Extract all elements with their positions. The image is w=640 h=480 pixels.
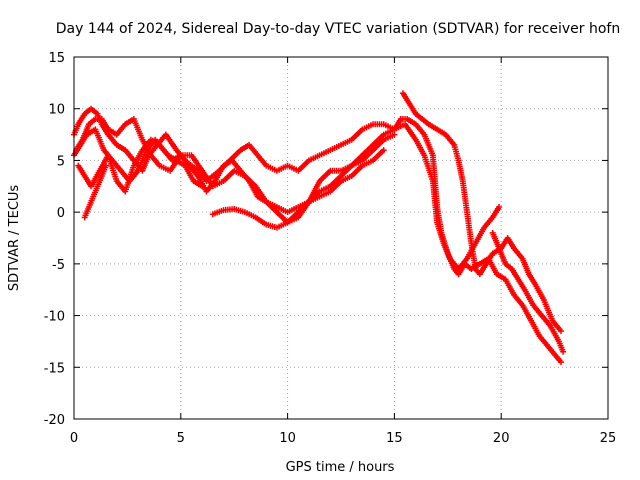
x-axis-tick-labels: 0 5 10 15 20 25 <box>70 431 616 446</box>
chart-title: Day 144 of 2024, Sidereal Day-to-day VTE… <box>56 21 620 37</box>
series-track-4 <box>75 136 206 195</box>
x-axis-label: GPS time / hours <box>286 460 395 475</box>
series-track-5 <box>209 147 387 231</box>
plot-frame <box>73 56 609 420</box>
x-tick-label: 0 <box>70 431 78 446</box>
data-point <box>380 147 387 154</box>
y-axis-label: SDTVAR / TECUs <box>7 185 22 292</box>
data-point <box>496 203 503 210</box>
data-point <box>199 183 206 190</box>
x-tick-label: 5 <box>177 431 185 446</box>
y-axis-tick-labels: -20 -15 -10 -5 0 5 10 15 <box>44 51 65 428</box>
data-point <box>560 348 567 355</box>
series-track-6 <box>81 162 110 221</box>
data-point <box>391 131 398 138</box>
y-tick-label: 0 <box>57 206 65 221</box>
data-point <box>558 359 565 366</box>
x-tick-label: 10 <box>279 431 296 446</box>
series-track-7 <box>399 90 565 335</box>
y-tick-label: 5 <box>57 154 65 169</box>
y-tick-label: 10 <box>48 103 65 118</box>
gridlines <box>74 57 608 419</box>
series-track-8 <box>489 229 567 355</box>
y-tick-label: -5 <box>52 258 65 273</box>
y-tick-label: 15 <box>48 51 65 66</box>
y-tick-label: -20 <box>44 413 65 428</box>
x-tick-label: 25 <box>600 431 617 446</box>
x-tick-label: 15 <box>386 431 403 446</box>
data-point <box>103 162 110 169</box>
axis-ticks <box>73 56 609 420</box>
y-tick-label: -15 <box>44 361 65 376</box>
x-tick-label: 20 <box>493 431 510 446</box>
data-point <box>558 328 565 335</box>
data-points <box>71 90 567 366</box>
y-tick-label: -10 <box>44 310 65 325</box>
